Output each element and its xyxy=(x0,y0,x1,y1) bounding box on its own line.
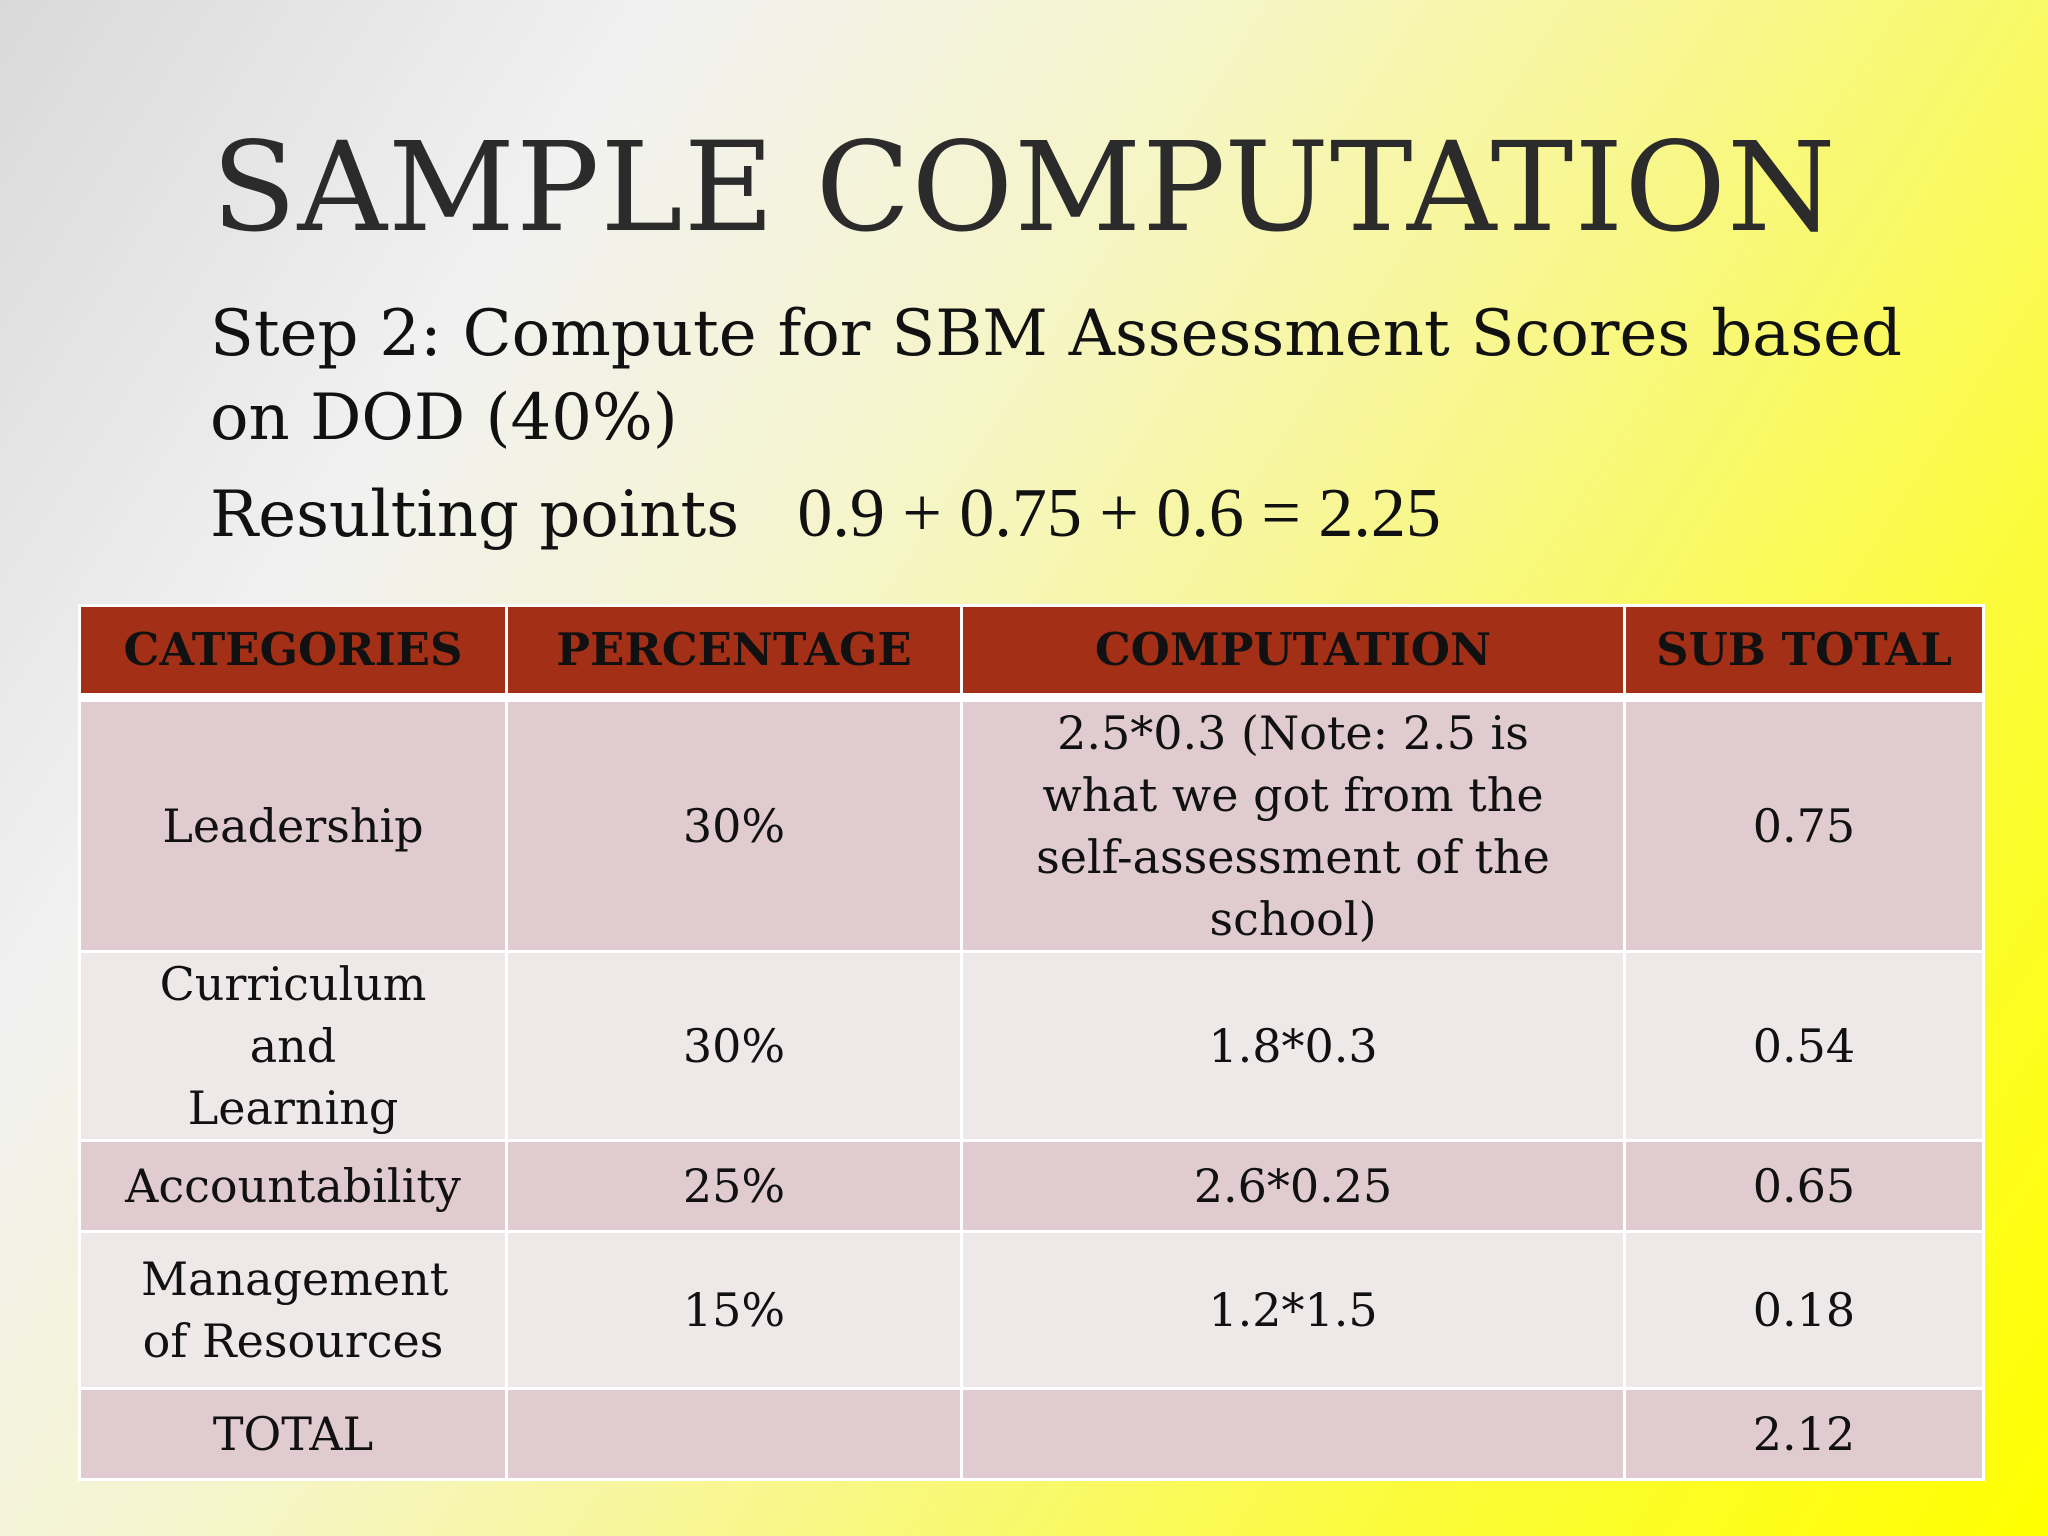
cell-percentage: 25% xyxy=(505,1139,963,1233)
cell-subtotal: 0.65 xyxy=(1623,1139,1985,1233)
table-header-row: CATEGORIES PERCENTAGE COMPUTATION SUB TO… xyxy=(78,604,1985,699)
cell-percentage: 30% xyxy=(505,696,963,953)
header-percentage: PERCENTAGE xyxy=(505,604,963,699)
sbm-computation-table: CATEGORIES PERCENTAGE COMPUTATION SUB TO… xyxy=(78,604,1985,1481)
result-equation: 0.9 + 0.75 + 0.6 = 2.25 xyxy=(797,475,1441,552)
table-row: Management of Resources 15% 1.2*1.5 0.18 xyxy=(78,1230,1985,1390)
cell-subtotal: 0.54 xyxy=(1623,950,1985,1142)
header-computation: COMPUTATION xyxy=(960,604,1626,699)
header-subtotal: SUB TOTAL xyxy=(1623,604,1985,699)
cell-category: Curriculum and Learning xyxy=(78,950,508,1142)
cell-subtotal: 0.75 xyxy=(1623,696,1985,953)
cell-category: Management of Resources xyxy=(78,1230,508,1390)
step-description: Step 2: Compute for SBM Assessment Score… xyxy=(210,297,1902,455)
slide-title: SAMPLE COMPUTATION xyxy=(211,116,1837,260)
cell-category: TOTAL xyxy=(78,1387,508,1481)
cell-computation xyxy=(960,1387,1626,1481)
cell-category: Leadership xyxy=(78,696,508,953)
cell-percentage: 15% xyxy=(505,1230,963,1390)
header-categories: CATEGORIES xyxy=(78,604,508,699)
table-total-row: TOTAL 2.12 xyxy=(78,1387,1985,1481)
cell-percentage xyxy=(505,1387,963,1481)
table-row: Leadership 30% 2.5*0.3 (Note: 2.5 is wha… xyxy=(78,696,1985,953)
cell-computation: 1.8*0.3 xyxy=(960,950,1626,1142)
result-line: Resulting points 0.9 + 0.75 + 0.6 = 2.25 xyxy=(210,472,1441,557)
cell-category: Accountability xyxy=(78,1139,508,1233)
cell-computation: 2.6*0.25 xyxy=(960,1139,1626,1233)
cell-subtotal: 0.18 xyxy=(1623,1230,1985,1390)
table-row: Accountability 25% 2.6*0.25 0.65 xyxy=(78,1139,1985,1233)
table-row: Curriculum and Learning 30% 1.8*0.3 0.54 xyxy=(78,950,1985,1142)
cell-subtotal: 2.12 xyxy=(1623,1387,1985,1481)
cell-computation: 2.5*0.3 (Note: 2.5 is what we got from t… xyxy=(960,696,1626,953)
cell-percentage: 30% xyxy=(505,950,963,1142)
cell-computation: 1.2*1.5 xyxy=(960,1230,1626,1390)
result-label: Resulting points xyxy=(210,478,740,552)
